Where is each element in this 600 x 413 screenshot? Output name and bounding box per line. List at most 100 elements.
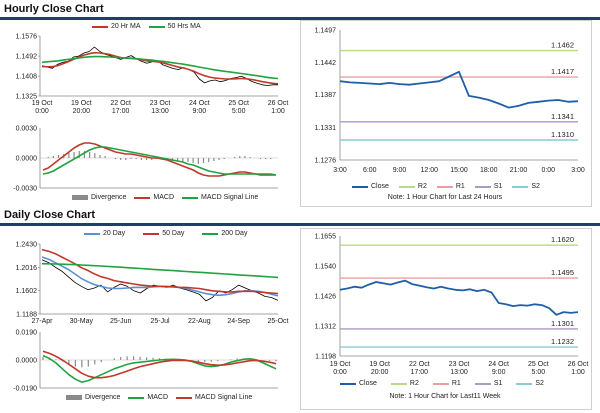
x-tick-label: 24 Oct <box>488 361 509 368</box>
legend-swatch <box>516 382 533 385</box>
x-tick-label: 13:00 <box>450 369 468 376</box>
legend-swatch <box>340 382 356 385</box>
x-tick-label: 3:00 <box>333 167 347 174</box>
legend-swatch <box>92 25 108 28</box>
daily-close-panel <box>300 228 592 410</box>
x-tick-label: 22 Oct <box>409 361 430 368</box>
legend-label: MACD Signal Line <box>201 194 259 201</box>
x-tick-label: 9:00 <box>492 369 506 376</box>
legend-label: Divergence <box>91 194 127 201</box>
y-tick-label: -0.0190 <box>13 386 37 393</box>
y-tick-label: 1.1331 <box>315 125 337 132</box>
macd-line <box>42 142 276 177</box>
hourly-macd-chart: 0.0030 0.0000 -0.0030 <box>13 126 278 193</box>
y-tick-label: 1.1497 <box>315 28 337 35</box>
x-tick-label: 17:00 <box>411 369 429 376</box>
x-tick-label: 6:00 <box>363 167 377 174</box>
y-tick-label: 1.1408 <box>16 74 38 81</box>
x-tick-label: 30-May <box>70 318 94 325</box>
x-tick-label: 25 Oct <box>528 361 549 368</box>
x-tick-label: 5:00 <box>532 369 546 376</box>
legend-swatch <box>182 196 199 199</box>
x-tick-label: 25-Jul <box>150 318 170 325</box>
legend-swatch <box>474 185 491 188</box>
x-tick-label: 22 Oct <box>110 100 131 107</box>
x-tick-label: 12:00 <box>420 167 438 174</box>
x-tick-label: 24 Oct <box>189 100 210 107</box>
x-tick-label: 13:00 <box>151 108 169 115</box>
legend-label: R1 <box>455 183 465 190</box>
legend-swatch <box>176 396 193 399</box>
legend-swatch <box>398 185 415 188</box>
level-label-r1: 1.1417 <box>551 67 574 76</box>
legend-label: 50 Day <box>162 230 185 237</box>
daily-close-legend: Close R2 R1 S1 S2 <box>340 380 544 387</box>
series-line <box>41 262 279 279</box>
level-label-r1: 1.1495 <box>551 268 574 277</box>
legend-label: Close <box>359 380 377 387</box>
x-tick-label: 25-Jun <box>110 318 132 325</box>
x-tick-label: 25-Oct <box>267 318 288 325</box>
y-tick-label: 1.1198 <box>315 354 336 361</box>
level-label-s1: 1.1301 <box>551 319 574 328</box>
x-tick-label: 27-Apr <box>31 318 53 325</box>
x-tick-label: 17:00 <box>112 108 130 115</box>
legend-swatch <box>512 185 529 188</box>
daily-close-chart: 1.1655 1.1540 1.1426 1.1312 1.1198 1.1620 1.14… <box>315 234 589 377</box>
x-tick-label: 25 Oct <box>228 100 249 107</box>
legend-swatch <box>436 185 453 188</box>
legend-swatch <box>432 382 449 385</box>
hourly-macd-legend: Divergence MACD MACD Signal Line <box>72 194 258 201</box>
legend-swatch <box>474 382 491 385</box>
level-label-r2: 1.1462 <box>551 41 574 50</box>
level-label-r2: 1.1620 <box>551 235 574 244</box>
x-tick-label: 20:00 <box>73 108 91 115</box>
legend-label: MACD <box>147 394 169 401</box>
x-tick-label: 15:00 <box>450 167 468 174</box>
x-tick-label: 0:00 <box>541 167 555 174</box>
level-label-s1: 1.1341 <box>551 112 574 121</box>
y-tick-label: 0.0030 <box>16 126 38 133</box>
legend-label: S2 <box>531 183 540 190</box>
y-tick-label: 1.1276 <box>315 158 337 165</box>
legend-label: S1 <box>493 183 503 190</box>
x-tick-label: 22-Aug <box>188 318 211 325</box>
legend-swatch <box>128 396 145 399</box>
legend-label: S1 <box>493 380 503 387</box>
series-line <box>41 55 279 80</box>
y-tick-label: -0.0030 <box>13 186 37 193</box>
legend-swatch <box>84 232 100 235</box>
hourly-close-legend: Close R2 R1 S1 S2 <box>352 183 540 190</box>
legend-swatch <box>202 232 219 235</box>
daily-section-title: Daily Close Chart <box>4 209 96 221</box>
y-tick-label: 1.1492 <box>16 54 38 61</box>
legend-swatch <box>143 232 160 235</box>
daily-macd-legend: Divergence MACD MACD Signal Line <box>66 394 252 401</box>
macd-line <box>42 354 277 383</box>
x-tick-label: 0:00 <box>333 369 347 376</box>
daily-close-note: Note: 1 Hour Chart for Last11 Week <box>389 393 501 400</box>
legend-label: R1 <box>451 380 461 387</box>
x-tick-label: 26 Oct <box>268 100 289 107</box>
close-line <box>339 70 579 109</box>
series-line <box>41 248 279 295</box>
hourly-close-chart: 1.1497 1.1442 1.1387 1.1331 1.1276 1.1462 1.14… <box>315 28 585 175</box>
series-line <box>41 46 278 86</box>
legend-label: R2 <box>409 380 419 387</box>
hourly-title-bar <box>0 17 600 20</box>
x-tick-label: 23 Oct <box>449 361 470 368</box>
x-tick-label: 26 Oct <box>568 361 589 368</box>
legend-label: R2 <box>417 183 427 190</box>
legend-label: MACD Signal Line <box>195 394 253 401</box>
x-tick-label: 9:00 <box>393 167 407 174</box>
x-tick-label: 1:00 <box>571 369 585 376</box>
y-tick-label: 1.1540 <box>315 264 337 271</box>
legend-label: 50 Hrs MA <box>167 23 201 30</box>
y-tick-label: 1.1325 <box>16 94 38 101</box>
x-tick-label: 20:00 <box>371 369 389 376</box>
y-tick-label: 0.0190 <box>16 330 38 337</box>
legend-label: 20 Day <box>103 230 126 237</box>
x-tick-label: 19 Oct <box>330 361 351 368</box>
legend-swatch <box>390 382 407 385</box>
